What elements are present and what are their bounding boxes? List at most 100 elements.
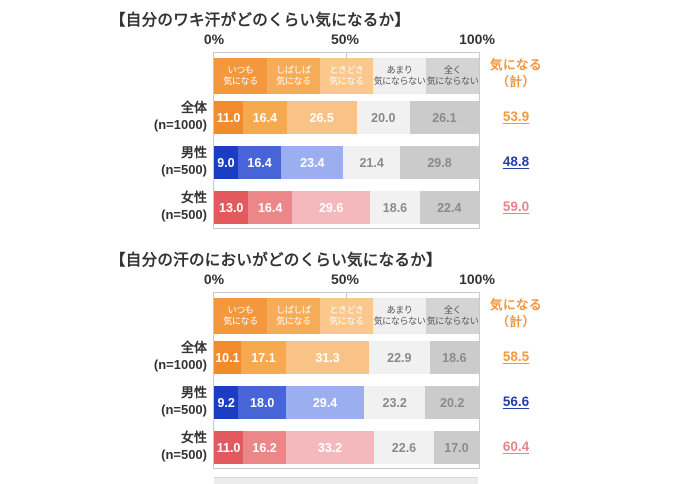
- bar-segment: 29.8: [400, 146, 479, 179]
- bar-segment: 29.6: [291, 191, 371, 224]
- totals-header-line: （計）: [496, 314, 536, 329]
- bar-segment: 16.4: [248, 191, 292, 224]
- total-value: 53.9: [502, 109, 530, 124]
- stacked-bar-pink: 11.0 16.2 33.2 22.6 17.0: [214, 431, 479, 464]
- bar-segment: 13.0: [214, 191, 249, 224]
- totals-header-line: 気になる: [489, 58, 542, 72]
- row-label-name: 女性: [180, 430, 207, 446]
- axis-50-tick-mark: [346, 53, 347, 58]
- legend-item: ときどき 気になる: [320, 58, 373, 94]
- totals-header-line: 気になる: [489, 298, 542, 312]
- chart-sweat-odor: 【自分の汗のにおいがどのくらい気になるか】 0% 50% 100% いつも 気になる しばし…: [0, 240, 700, 480]
- legend-item: いつも 気になる: [214, 58, 267, 94]
- row-label-n: (n=500): [161, 206, 207, 222]
- stacked-bar-blue: 9.2 18.0 29.4 23.2 20.2: [214, 386, 479, 419]
- row-label-name: 男性: [180, 145, 207, 161]
- bar-segment: 26.5: [286, 101, 357, 134]
- bar-segment: 31.3: [286, 341, 369, 374]
- bar-segment: 20.0: [356, 101, 410, 134]
- bar-segment: 18.6: [370, 191, 420, 224]
- legend-item-label: 気にならない: [426, 76, 479, 86]
- legend-item-label: あまり: [386, 304, 413, 315]
- legend-row: いつも 気になる しばしば 気になる ときどき 気になる あまり 気にならない 全く 気にならない: [214, 58, 479, 94]
- legend-item: しばしば 気になる: [267, 298, 320, 334]
- legend-item-label: 気にならない: [373, 316, 426, 326]
- bar-segment: 20.2: [425, 386, 479, 419]
- legend-item: しばしば 気になる: [267, 58, 320, 94]
- bar-segment: 18.6: [429, 341, 479, 374]
- legend-item-label: 気になる: [329, 76, 364, 86]
- legend-item-label: 気になる: [223, 316, 258, 326]
- legend-item-label: あまり: [386, 64, 413, 75]
- plot-area: いつも 気になる しばしば 気になる ときどき 気になる あまり 気にならない 全く 気にならない…: [213, 292, 480, 469]
- totals-column-header: 気になる （計）: [486, 297, 546, 331]
- axis-tick-label: 100%: [459, 271, 495, 287]
- chart-title: 【自分の汗のにおいがどのくらい気になるか】: [110, 252, 442, 269]
- stacked-bar-blue: 9.0 16.4 23.4 21.4 29.8: [214, 146, 479, 179]
- chart-title: 【自分のワキ汗がどのくらい気になるか】: [110, 12, 411, 29]
- legend-item-label: いつも: [227, 64, 254, 75]
- totals-column-header: 気になる （計）: [486, 57, 546, 91]
- legend-item: 全く 気にならない: [426, 58, 479, 94]
- row-label: 全体 (n=1000): [57, 100, 207, 133]
- legend-item-label: 気になる: [223, 76, 258, 86]
- bar-segment: 33.2: [286, 431, 375, 464]
- row-label-name: 全体: [180, 340, 207, 356]
- row-label-n: (n=500): [161, 401, 207, 417]
- bar-segment: 17.0: [433, 431, 479, 464]
- legend-row: いつも 気になる しばしば 気になる ときどき 気になる あまり 気にならない 全く 気にならない: [214, 298, 479, 334]
- plot-area: いつも 気になる しばしば 気になる ときどき 気になる あまり 気にならない 全く 気にならない…: [213, 52, 480, 229]
- stacked-bar-orange: 11.0 16.4 26.5 20.0 26.1: [214, 101, 479, 134]
- row-label: 女性 (n=500): [57, 190, 207, 223]
- axis-tick-label: 100%: [459, 31, 495, 47]
- row-label-n: (n=1000): [153, 116, 207, 132]
- bar-segment: 10.1: [214, 341, 241, 374]
- row-label-n: (n=500): [161, 161, 207, 177]
- stacked-bar-orange: 10.1 17.1 31.3 22.9 18.6: [214, 341, 479, 374]
- legend-item-label: しばしば: [276, 64, 311, 75]
- legend-item-label: 気にならない: [426, 316, 479, 326]
- bar-segment: 26.1: [409, 101, 479, 134]
- row-label-name: 女性: [180, 190, 207, 206]
- legend-item-label: しばしば: [276, 304, 311, 315]
- bar-segment: 9.2: [214, 386, 239, 419]
- bar-segment: 11.0: [214, 101, 244, 134]
- bar-segment: 22.9: [369, 341, 430, 374]
- bar-segment: 23.4: [281, 146, 344, 179]
- total-value: 59.0: [502, 199, 530, 214]
- cropped-bottom-strip: [214, 477, 478, 484]
- row-label: 女性 (n=500): [57, 430, 207, 463]
- legend-item: いつも 気になる: [214, 298, 267, 334]
- legend-item-label: 気にならない: [373, 76, 426, 86]
- bar-segment: 18.0: [238, 386, 287, 419]
- row-label-name: 全体: [180, 100, 207, 116]
- bar-segment: 9.0: [214, 146, 238, 179]
- total-value: 60.4: [502, 439, 530, 454]
- total-value: 56.6: [502, 394, 530, 409]
- chart-underarm-sweat: 【自分のワキ汗がどのくらい気になるか】 0% 50% 100% いつも 気になる しばしば気…: [0, 0, 700, 240]
- legend-item-label: 全く: [443, 64, 462, 75]
- bar-segment: 17.1: [240, 341, 287, 374]
- total-value: 48.8: [502, 154, 530, 169]
- axis-tick-label: 50%: [330, 271, 360, 287]
- row-label: 全体 (n=1000): [57, 340, 207, 373]
- row-label-name: 男性: [180, 385, 207, 401]
- axis-tick-label: 0%: [203, 31, 225, 47]
- legend-item: 全く 気にならない: [426, 298, 479, 334]
- axis-tick-label: 0%: [203, 271, 225, 287]
- legend-item-label: 全く: [443, 304, 462, 315]
- bar-segment: 16.4: [237, 146, 282, 179]
- legend-item-label: ときどき: [329, 304, 364, 315]
- legend-item-label: いつも: [227, 304, 254, 315]
- legend-item-label: 気になる: [276, 76, 311, 86]
- bar-segment: 11.0: [214, 431, 244, 464]
- row-label: 男性 (n=500): [57, 145, 207, 178]
- bar-segment: 16.2: [243, 431, 287, 464]
- bar-segment: 21.4: [343, 146, 400, 179]
- legend-item: ときどき 気になる: [320, 298, 373, 334]
- bar-segment: 29.4: [286, 386, 364, 419]
- row-label-n: (n=500): [161, 446, 207, 462]
- bar-segment: 22.6: [374, 431, 434, 464]
- legend-item-label: 気になる: [276, 316, 311, 326]
